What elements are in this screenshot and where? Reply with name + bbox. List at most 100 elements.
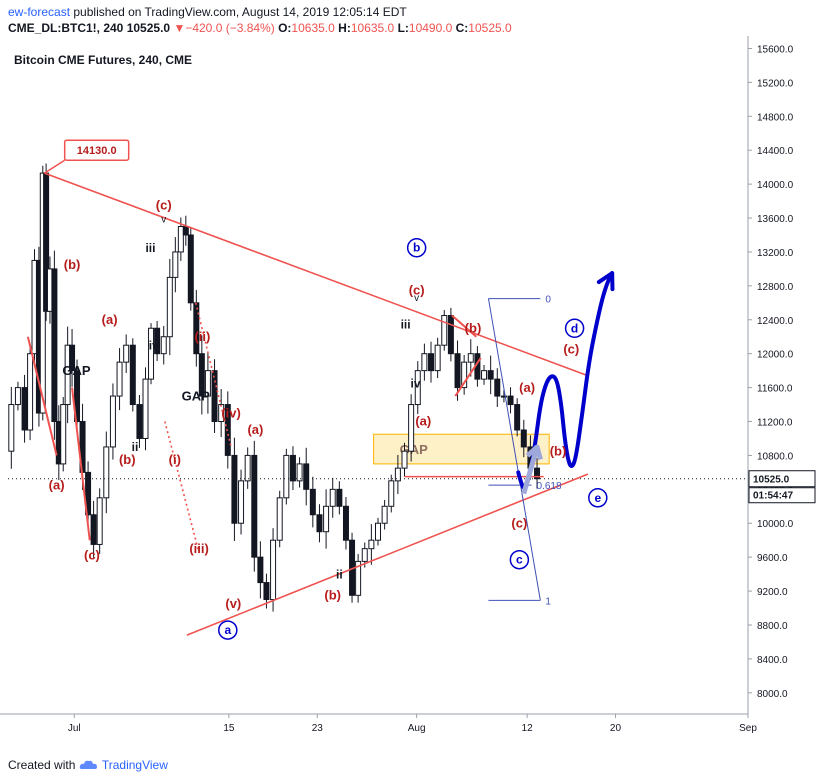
candle-body [408, 404, 415, 452]
price-tick-label: 12800.0 [757, 282, 794, 293]
trendline [44, 172, 586, 376]
candle-body [494, 378, 501, 397]
wave-label: (a) [102, 312, 118, 327]
countdown-value: 01:54:47 [753, 491, 793, 502]
price-tick-label: 11600.0 [757, 384, 793, 395]
price-tick-label: 13200.0 [757, 248, 794, 259]
candle-body [454, 353, 461, 389]
projection-arrowhead [596, 271, 615, 292]
candle-body [204, 370, 211, 397]
wave-circle-label: c [516, 553, 523, 567]
candle-body [21, 387, 28, 431]
gap-label: GAP [182, 388, 211, 403]
candle-body [251, 454, 258, 558]
time-tick-label: 12 [522, 723, 534, 734]
candle-body [136, 404, 143, 439]
price-tick-label: 15600.0 [757, 44, 794, 55]
price-tick-label: 11200.0 [757, 418, 793, 429]
wave-label: (ii) [194, 329, 210, 344]
candle-body [414, 370, 421, 406]
price-tick-label: 8000.0 [757, 689, 788, 700]
price-tick-label: 10000.0 [757, 519, 794, 530]
wave-label: iv [411, 377, 421, 391]
candle-body [69, 344, 76, 372]
publisher-username[interactable]: ew-forecast [8, 5, 71, 19]
candle-body [342, 505, 349, 541]
candle-body [231, 454, 238, 524]
wave-marker: v [161, 214, 166, 225]
candle-body [289, 454, 296, 482]
down-arrow-icon: ▼ [173, 21, 186, 35]
candle-body [238, 480, 245, 524]
wave-circle-label: d [571, 321, 578, 335]
ohlc-high-value: 10635.0 [350, 21, 395, 35]
wave-label: (c) [511, 515, 527, 530]
ohlc-low-value: 10490.0 [408, 21, 453, 35]
candle-body [51, 268, 58, 423]
wave-label: (a) [519, 380, 535, 395]
ohlc-close-key: C: [455, 21, 469, 35]
wave-stroke [451, 314, 477, 338]
wave-stroke [71, 387, 91, 541]
candle-body [388, 480, 395, 507]
candle-body [64, 344, 71, 406]
price-change: −420.0 (−3.84%) [185, 21, 275, 35]
candle-body [218, 404, 225, 423]
price-chart[interactable]: 15600.0 15200.0 14800.0 14400.0 14000.0 13600… [0, 36, 816, 754]
wave-label: (c) [84, 548, 100, 563]
candle-body [534, 467, 541, 480]
candle-body [244, 454, 251, 482]
candle-body [487, 370, 494, 380]
price-tick-label: 9200.0 [757, 587, 788, 598]
candle-body [355, 560, 362, 596]
wave-label: ii [336, 567, 343, 581]
price-tick-label: 12400.0 [757, 316, 794, 327]
candle-body [336, 488, 343, 507]
ohlc-low-key: L: [397, 21, 409, 35]
wave-label: (c) [156, 198, 172, 213]
time-tick-label: 23 [312, 723, 324, 734]
candle-body [27, 353, 34, 431]
candle-body [129, 344, 136, 406]
countdown-tag [748, 487, 816, 504]
wave-label: (i) [169, 452, 181, 467]
wave-label: (b) [465, 320, 482, 335]
wave-label: i [130, 364, 133, 378]
wave-label: (iii) [189, 541, 209, 556]
candle-body [467, 353, 474, 363]
last-price-value: 10525.0 [753, 475, 790, 486]
candle-body [148, 327, 155, 380]
candle-body [14, 387, 21, 406]
wave-label: (a) [247, 422, 263, 437]
tradingview-brand[interactable]: TradingView [101, 758, 168, 772]
wave-label: (v) [225, 596, 241, 611]
wave-label: iii [145, 241, 155, 255]
fib-diagonal [487, 298, 541, 601]
price-tick-label: 8400.0 [757, 655, 788, 666]
callout-pointer [44, 159, 66, 174]
wave-label: ii [132, 440, 139, 454]
candle-body [74, 370, 81, 423]
retest-arrow [521, 446, 540, 495]
wave-label: iii [401, 317, 411, 331]
candle-body [123, 344, 130, 363]
wave-label: (c) [563, 342, 579, 357]
candle-body [172, 251, 179, 278]
wave-label: (a) [49, 477, 65, 492]
wave-label: iv [149, 338, 159, 352]
last-price-tag [748, 470, 816, 488]
wave-label: (b) [324, 588, 341, 603]
candle-body [520, 429, 527, 448]
candle-body [263, 582, 270, 601]
ohlc-open-key: O: [278, 21, 292, 35]
candle-body [154, 327, 161, 355]
ohlc-close-value: 10525.0 [468, 21, 512, 35]
time-tick-label: 20 [610, 723, 622, 734]
candle-body [421, 353, 428, 372]
candle-body [361, 548, 368, 562]
wave-label: (c) [409, 282, 425, 297]
candle-body [257, 556, 264, 584]
candle-body [401, 450, 408, 469]
candle-body [500, 395, 507, 398]
gap-label: GAP [62, 363, 91, 378]
